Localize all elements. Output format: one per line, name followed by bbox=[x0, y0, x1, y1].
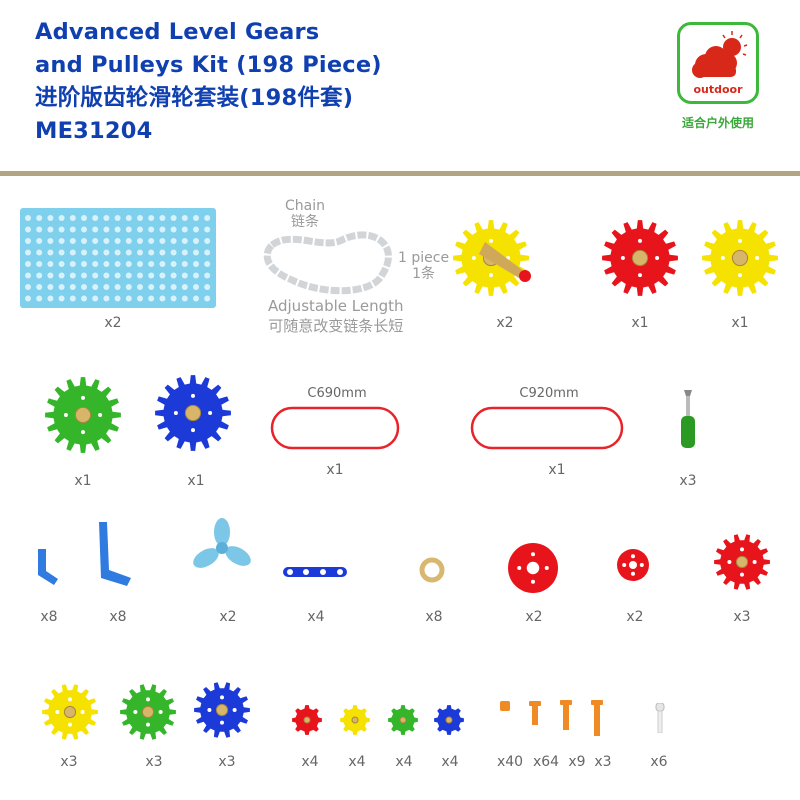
base-plate-qty: x2 bbox=[104, 315, 122, 331]
band-c690-qty: x1 bbox=[326, 462, 344, 478]
gear-blue-small-qty: x4 bbox=[441, 754, 459, 770]
gear-yellow-medium-image bbox=[42, 684, 98, 740]
screw-short-qty: x64 bbox=[532, 754, 560, 770]
gear-yellow-large-qty: x1 bbox=[731, 315, 749, 331]
gear-blue-large-image bbox=[155, 375, 231, 451]
band-c920-image bbox=[470, 406, 624, 450]
divider bbox=[0, 171, 800, 176]
badge-caption: 适合户外使用 bbox=[681, 116, 754, 130]
gear-red-small-image bbox=[292, 705, 322, 735]
gear-green-small-image bbox=[388, 705, 418, 735]
gear-blue-medium-image bbox=[194, 682, 250, 738]
gear-green-large-image bbox=[45, 377, 121, 453]
band-c920-qty: x1 bbox=[548, 462, 566, 478]
screw-short-image bbox=[529, 701, 541, 725]
gear-green-medium-qty: x3 bbox=[145, 754, 163, 770]
screwdriver-qty: x3 bbox=[679, 473, 697, 489]
washer-ring-image bbox=[419, 557, 445, 583]
screw-medium-image bbox=[560, 700, 572, 730]
nut-qty: x40 bbox=[496, 754, 524, 770]
gear-blue-small-image bbox=[434, 705, 464, 735]
base-plate-image bbox=[20, 208, 216, 308]
model-number: ME31204 bbox=[35, 118, 153, 144]
pulley-red-large-image bbox=[508, 543, 558, 593]
screw-medium-qty: x9 bbox=[568, 754, 586, 770]
gear-red-medium-qty: x3 bbox=[733, 609, 751, 625]
propeller-image bbox=[193, 518, 251, 568]
cloud-sun-icon bbox=[692, 31, 748, 78]
propeller-qty: x2 bbox=[219, 609, 237, 625]
gear-green-large-qty: x1 bbox=[74, 473, 92, 489]
link-bar-image bbox=[283, 567, 347, 577]
bracket-l-image bbox=[99, 522, 131, 586]
band-c690-image bbox=[270, 406, 400, 450]
outdoor-badge: outdoor bbox=[677, 22, 759, 104]
screw-long-qty: x3 bbox=[594, 754, 612, 770]
gear-yellow-large-image bbox=[702, 220, 778, 296]
nut-image bbox=[500, 701, 510, 711]
badge-label: outdoor bbox=[693, 83, 743, 96]
band-c690-size: C690mm bbox=[307, 386, 367, 401]
crank-gear-yellow-image bbox=[453, 220, 531, 296]
product-title: Advanced Level Gears and Pulleys Kit (19… bbox=[35, 16, 382, 148]
chain-label: Chain 链条 bbox=[285, 198, 325, 230]
band-c920-size: C920mm bbox=[519, 386, 579, 401]
bracket-l-qty: x8 bbox=[109, 609, 127, 625]
gear-yellow-small-qty: x4 bbox=[348, 754, 366, 770]
gear-red-small-qty: x4 bbox=[301, 754, 319, 770]
gear-green-medium-image bbox=[120, 684, 176, 740]
gear-green-small-qty: x4 bbox=[395, 754, 413, 770]
chain-image bbox=[263, 231, 392, 295]
title-cn: 进阶版齿轮滑轮套装(198件套) bbox=[35, 85, 354, 111]
white-peg-qty: x6 bbox=[650, 754, 668, 770]
gear-red-large-qty: x1 bbox=[631, 315, 649, 331]
chain-note: Adjustable Length 可随意改变链条长短 bbox=[268, 296, 404, 336]
link-bar-qty: x4 bbox=[307, 609, 325, 625]
title-en-line1: Advanced Level Gears bbox=[35, 19, 320, 45]
gear-red-medium-image bbox=[714, 534, 770, 590]
bracket-small-image bbox=[38, 549, 58, 585]
gear-yellow-small-image bbox=[340, 705, 370, 735]
pulley-red-small-image bbox=[617, 549, 649, 581]
screwdriver-image bbox=[681, 390, 695, 448]
gear-yellow-medium-qty: x3 bbox=[60, 754, 78, 770]
title-en-line2: and Pulleys Kit (198 Piece) bbox=[35, 52, 382, 78]
white-peg-image bbox=[655, 703, 665, 733]
pulley-red-small-qty: x2 bbox=[626, 609, 644, 625]
chain-name-en: Chain bbox=[285, 198, 325, 214]
chain-qty-cn: 1条 bbox=[412, 266, 435, 282]
bracket-small-qty: x8 bbox=[40, 609, 58, 625]
chain-name-cn: 链条 bbox=[291, 214, 319, 230]
pulley-red-large-qty: x2 bbox=[525, 609, 543, 625]
washer-ring-qty: x8 bbox=[425, 609, 443, 625]
chain-note-en: Adjustable Length bbox=[268, 297, 404, 315]
chain-note-cn: 可随意改变链条长短 bbox=[268, 317, 404, 335]
gear-red-large-image bbox=[602, 220, 678, 296]
screw-long-image bbox=[591, 700, 603, 736]
gear-blue-large-qty: x1 bbox=[187, 473, 205, 489]
chain-qty: 1 piece 1条 bbox=[398, 250, 449, 282]
chain-qty-en: 1 piece bbox=[398, 250, 450, 266]
crank-gear-yellow-qty: x2 bbox=[496, 315, 514, 331]
gear-blue-medium-qty: x3 bbox=[218, 754, 236, 770]
